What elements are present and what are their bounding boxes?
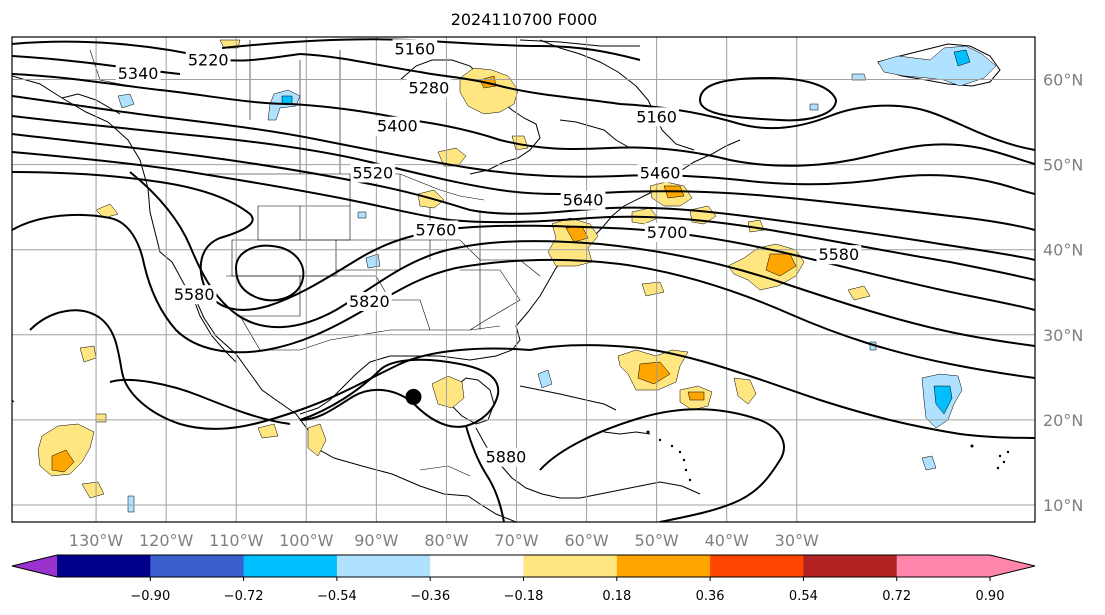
contour-label-mask bbox=[560, 190, 606, 210]
contour-label-mask bbox=[413, 220, 459, 240]
contour-label: 5160 bbox=[395, 39, 436, 58]
map-title: 2024110700 F000 bbox=[451, 10, 598, 29]
contour-label: 5400 bbox=[377, 117, 418, 136]
lat-tick-label: 30°N bbox=[1043, 326, 1083, 345]
lat-tick-label: 40°N bbox=[1043, 241, 1083, 260]
colorbar-tick-label: 0.72 bbox=[882, 589, 911, 604]
latitude-labels: 60°N 50°N 40°N 30°N 20°N 10°N bbox=[1043, 71, 1083, 515]
colorbar-segment bbox=[57, 555, 151, 577]
colorbar-tick-label: 0.18 bbox=[602, 589, 631, 604]
lat-tick-label: 50°N bbox=[1043, 156, 1083, 175]
longitude-labels: 130°W 120°W 110°W 100°W 90°W 80°W 70°W 60°W 50°W… bbox=[69, 531, 819, 550]
contour-label: 5160 bbox=[636, 107, 677, 126]
colorbar-segment bbox=[896, 555, 991, 577]
contour-label: 5280 bbox=[409, 78, 450, 97]
contour-label: 5700 bbox=[647, 223, 688, 242]
lon-tick-label: 50°W bbox=[635, 531, 679, 550]
contour-label-mask bbox=[375, 116, 420, 136]
map-panel: 5160 5220 5340 5280 5160 5400 5520 5460 5640 5760… bbox=[12, 37, 1035, 522]
contour-label: 5880 bbox=[486, 448, 527, 467]
colorbar-segment bbox=[150, 555, 245, 577]
contour-label-mask bbox=[644, 223, 690, 243]
colorbar-outline bbox=[11, 554, 1036, 578]
colorbar-segment bbox=[803, 555, 898, 577]
anomaly-shading-negative bbox=[117, 45, 997, 513]
colorbar-tick-label: 0.90 bbox=[976, 589, 1005, 604]
lon-tick-label: 30°W bbox=[775, 531, 819, 550]
contour-label-mask bbox=[816, 245, 862, 265]
contour-label-mask bbox=[171, 285, 217, 305]
colorbar-tick-label: −0.54 bbox=[317, 589, 357, 604]
contour-label-mask bbox=[392, 39, 438, 59]
contour-label: 5340 bbox=[118, 64, 159, 83]
lon-tick-label: 130°W bbox=[69, 531, 124, 550]
colorbar-segment bbox=[243, 555, 338, 577]
lat-tick-label: 10°N bbox=[1043, 496, 1083, 515]
contour-label: 5580 bbox=[818, 245, 859, 264]
contour-label-group: 5160 5220 5340 5280 5160 5400 5520 5460 5640 5760… bbox=[115, 39, 862, 467]
contour-label: 5760 bbox=[416, 221, 457, 240]
storm-center-marker bbox=[405, 388, 422, 405]
contour-label: 5460 bbox=[640, 163, 681, 182]
contour-label-mask bbox=[637, 163, 683, 183]
contour-label-mask bbox=[483, 447, 529, 467]
colorbar-segment bbox=[430, 555, 524, 577]
colorbar-tick-label: 0.36 bbox=[696, 589, 725, 604]
contour-label-mask bbox=[346, 291, 392, 311]
map-frame bbox=[11, 36, 1036, 523]
contour-label-mask bbox=[350, 163, 396, 183]
lon-tick-label: 70°W bbox=[494, 531, 538, 550]
political-borders bbox=[89, 40, 541, 477]
colorbar-segment bbox=[710, 555, 804, 577]
colorbar-arrow-low bbox=[12, 555, 57, 577]
colorbar-tick-label: −0.90 bbox=[130, 589, 170, 604]
colorbar-segment bbox=[523, 555, 618, 577]
lat-tick-label: 60°N bbox=[1043, 71, 1083, 90]
contour-label-mask bbox=[634, 107, 679, 127]
colorbar-tick-label: −0.72 bbox=[224, 589, 264, 604]
lon-tick-label: 80°W bbox=[424, 531, 468, 550]
colorbar-arrow-high bbox=[990, 555, 1035, 577]
contour-label: 5220 bbox=[188, 50, 229, 69]
contour-label: 5580 bbox=[174, 285, 215, 304]
colorbar-tick-labels: −0.90 −0.72 −0.54 −0.36 −0.18 0.18 0.36 0.54 0.7… bbox=[130, 577, 1004, 604]
colorbar bbox=[11, 554, 1036, 578]
lon-tick-label: 100°W bbox=[279, 531, 334, 550]
lon-tick-label: 60°W bbox=[564, 531, 608, 550]
contour-label: 5640 bbox=[563, 191, 604, 210]
contour-label: 5820 bbox=[349, 292, 390, 311]
contour-label-mask bbox=[185, 50, 231, 70]
colorbar-tick-label: −0.18 bbox=[504, 589, 544, 604]
colorbar-tick-label: 0.54 bbox=[789, 589, 818, 604]
lon-tick-label: 40°W bbox=[705, 531, 749, 550]
caribbean-islands bbox=[646, 430, 1010, 482]
contour-label-mask bbox=[115, 63, 161, 83]
contour-label-mask bbox=[406, 78, 452, 98]
map-gridlines bbox=[12, 37, 1035, 522]
contour-label: 5520 bbox=[352, 163, 393, 182]
colorbar-tick-label: −0.36 bbox=[410, 589, 450, 604]
lon-tick-label: 120°W bbox=[139, 531, 194, 550]
colorbar-segment bbox=[616, 555, 711, 577]
lon-tick-label: 110°W bbox=[209, 531, 264, 550]
colorbar-segment bbox=[336, 555, 431, 577]
lat-tick-label: 20°N bbox=[1043, 411, 1083, 430]
lon-tick-label: 90°W bbox=[354, 531, 398, 550]
